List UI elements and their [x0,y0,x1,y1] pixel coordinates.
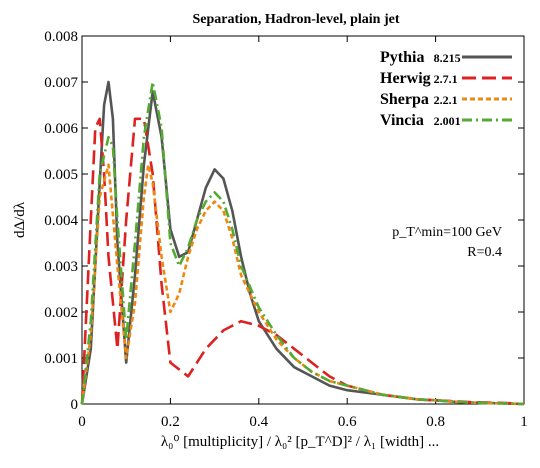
series-lines [80,80,525,406]
y-axis-label: dΔ/dλ [12,201,28,238]
y-tick-label: 0 [71,397,79,413]
x-tick-label: 0 [78,414,86,430]
legend-label-sherpa: Sherpa [380,91,429,108]
series-line-vincia [80,80,525,406]
y-tick-label: 0.003 [44,259,78,275]
annotation-0: p_T^min=100 GeV [392,225,502,240]
legend-version-vincia: 2.001 [434,114,461,128]
y-tick-label: 0.005 [44,167,78,183]
y-tick-label: 0.008 [44,29,78,45]
series-line-sherpa [80,163,525,406]
annotations: p_T^min=100 GeV R=0.4 [392,225,502,260]
legend-label-vincia: Vincia [380,112,424,129]
x-tick-label: 0.4 [249,414,268,430]
chart-title: Separation, Hadron-level, plain jet [192,12,399,27]
y-tick-label: 0.001 [44,351,78,367]
axis-ticks: 0 0.2 0.4 0.6 0.8 1 0 0.001 0.002 0.003 0.004 0.005… [44,29,528,430]
x-tick-label: 1 [520,414,528,430]
x-tick-label: 0.6 [338,414,357,430]
legend-label-pythia: Pythia [380,49,424,66]
series-line-herwig [80,117,525,406]
plot-frame [81,35,525,405]
series-line-pythia [80,80,525,406]
legend-version-sherpa: 2.2.1 [434,93,458,107]
y-tick-label: 0.006 [44,121,78,137]
y-tick-label: 0.007 [44,75,78,91]
x-axis-label: λ₀⁰ [multiplicity] / λ₀² [p_T^D]² / λ₁ [… [161,434,439,450]
legend-version-herwig: 2.7.1 [434,72,458,86]
x-tick-label: 0.2 [161,414,180,430]
legend-label-herwig: Herwig [380,70,431,87]
legend-version-pythia: 8.215 [434,51,461,65]
y-tick-label: 0.002 [44,305,78,321]
y-tick-label: 0.004 [44,213,78,229]
annotation-1: R=0.4 [467,245,502,260]
x-tick-label: 0.8 [426,414,445,430]
